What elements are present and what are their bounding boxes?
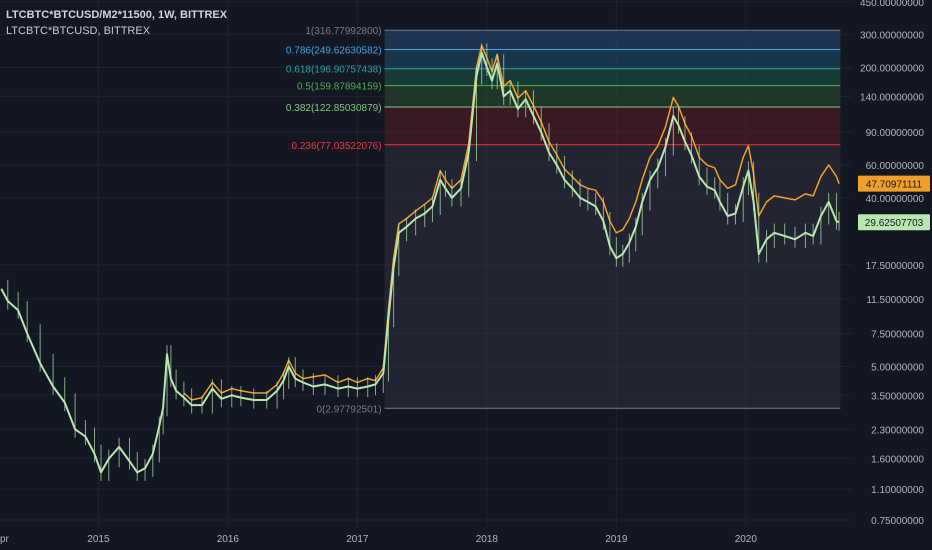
price-tick-label: 1.60000000: [871, 455, 924, 466]
time-tick-label: 2017: [346, 534, 369, 545]
fib-level-label: 0.786(249.62630582): [286, 46, 382, 57]
fib-zone: [384, 106, 841, 145]
time-tick-label: 2019: [605, 534, 628, 545]
price-tick-label: 90.00000000: [866, 128, 925, 139]
price-tick-label: 40.00000000: [866, 194, 925, 205]
comparison-price-label: 47.70971111: [866, 180, 923, 191]
time-axis[interactable]: pr 2015 2016 2017 2018 2019 2020: [0, 534, 757, 545]
series-layer: [0, 43, 840, 481]
comparison-symbol-legend[interactable]: LTCBTC*BTCUSD, BITTREX: [6, 25, 151, 37]
price-tick-label: 60.00000000: [866, 161, 925, 172]
price-tick-label: 140.00000000: [860, 92, 924, 103]
time-tick-label: pr: [0, 534, 10, 545]
comparison-series-line: [183, 44, 840, 401]
time-tick-label: 2015: [87, 534, 110, 545]
main-symbol-legend[interactable]: LTCBTC*BTCUSD/M2*11500, 1W, BITTREX: [6, 9, 228, 21]
main-series-line: [0, 51, 840, 474]
fib-level-label: 1(316.77992800): [305, 26, 381, 37]
fib-zone: [384, 85, 841, 107]
fib-zone: [384, 49, 841, 69]
price-axis[interactable]: 450.00000000 300.00000000 200.00000000 140.…: [860, 0, 924, 527]
price-tick-label: 17.50000000: [866, 261, 925, 272]
fib-level-label: 0.236(77.03522076): [291, 141, 381, 152]
price-tick-label: 0.75000000: [871, 516, 924, 527]
price-tick-label: 5.00000000: [871, 362, 924, 373]
price-tick-label: 3.50000000: [871, 391, 924, 402]
price-tick-label: 7.50000000: [871, 330, 924, 341]
price-tick-label: 1.10000000: [871, 485, 924, 496]
fib-zone: [384, 144, 841, 409]
fib-level-label: 0(2.97792501): [317, 404, 382, 415]
price-tick-label: 2.30000000: [871, 425, 924, 436]
price-tick-label: 11.50000000: [866, 295, 924, 306]
price-tick-label: 300.00000000: [860, 31, 924, 42]
fib-zone: [384, 30, 841, 50]
time-tick-label: 2020: [735, 534, 758, 545]
fib-level-label: 0.618(196.90757438): [286, 65, 382, 76]
time-tick-label: 2018: [476, 534, 499, 545]
price-tick-label: 450.00000000: [860, 0, 924, 9]
fib-zone: [384, 68, 841, 86]
fib-level-label: 0.5(159.87894159): [297, 82, 382, 93]
main-price-badge: [858, 214, 930, 231]
time-tick-label: 2016: [217, 534, 240, 545]
price-tick-label: 200.00000000: [860, 63, 924, 74]
comparison-price-badge: [858, 175, 930, 192]
fib-level-label: 0.382(122.85030879): [286, 103, 382, 114]
last-price-badges: 47.70971111 29.62507703: [858, 175, 930, 231]
main-price-label: 29.62507703: [865, 218, 924, 229]
